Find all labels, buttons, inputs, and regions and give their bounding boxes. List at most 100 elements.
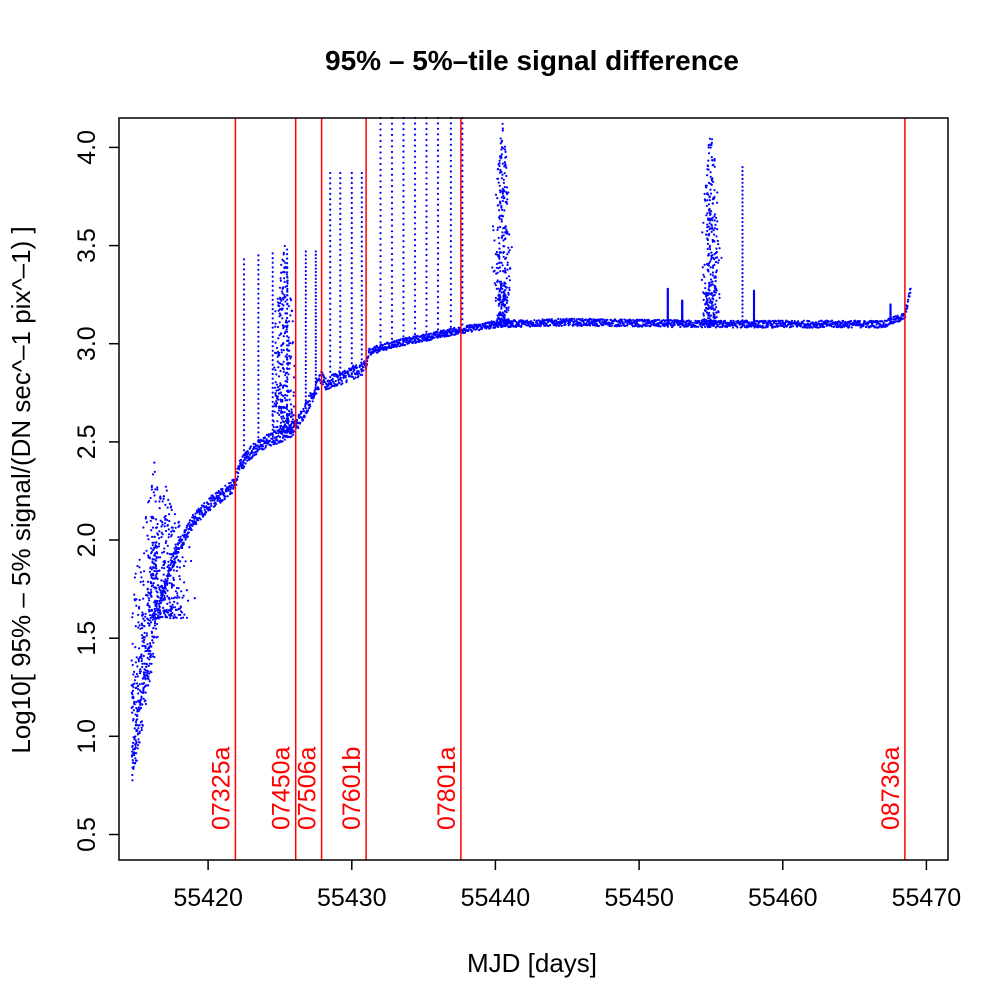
data-point (133, 701, 136, 704)
data-point (224, 484, 227, 487)
data-point (281, 317, 284, 320)
data-point (283, 411, 286, 414)
data-point (257, 436, 260, 439)
data-point (140, 653, 143, 656)
data-point (500, 146, 504, 149)
data-point (350, 236, 353, 240)
data-point (461, 291, 464, 294)
data-point (402, 184, 405, 187)
data-point (461, 238, 464, 241)
data-point (379, 145, 382, 148)
data-point (329, 360, 332, 363)
data-point (276, 411, 279, 415)
data-point (713, 219, 716, 222)
data-point (200, 506, 203, 510)
data-point (425, 160, 428, 163)
data-point (286, 289, 289, 292)
data-point (506, 263, 509, 267)
data-point (500, 218, 503, 221)
data-point (166, 524, 169, 527)
data-point (275, 400, 278, 403)
data-point (282, 415, 285, 418)
data-point (178, 541, 181, 545)
data-point (402, 133, 405, 136)
data-point (173, 613, 176, 617)
data-point (367, 355, 370, 358)
data-point (425, 330, 428, 333)
data-point (402, 296, 405, 299)
data-point (242, 378, 246, 381)
data-point (148, 599, 151, 602)
data-point (714, 287, 718, 290)
data-point (271, 354, 274, 357)
data-point (717, 310, 720, 313)
data-point (304, 297, 307, 300)
data-point (741, 236, 744, 239)
data-point (504, 295, 507, 298)
data-point (350, 186, 353, 190)
data-point (230, 486, 233, 489)
data-point (413, 166, 417, 169)
data-point (702, 273, 705, 276)
data-point (461, 180, 464, 183)
data-point (339, 376, 342, 379)
data-point (336, 383, 339, 386)
data-point (705, 291, 708, 295)
data-point (272, 425, 275, 429)
data-point (360, 269, 363, 273)
data-point (257, 330, 260, 334)
data-point (131, 759, 134, 762)
data-point (449, 213, 452, 216)
data-point (703, 275, 706, 278)
data-point (146, 534, 149, 537)
data-point (158, 537, 161, 540)
data-point (304, 395, 307, 398)
data-point (242, 398, 246, 402)
data-point (130, 659, 133, 662)
data-point (869, 325, 872, 328)
data-point (132, 719, 135, 722)
data-point (501, 231, 504, 234)
data-point (132, 765, 135, 769)
data-point (720, 256, 723, 259)
data-point (461, 244, 464, 247)
data-point (892, 315, 895, 319)
data-point (413, 321, 417, 325)
data-point (360, 370, 363, 373)
data-point (350, 226, 353, 230)
data-point (304, 383, 307, 386)
data-point (283, 271, 286, 274)
data-point (635, 324, 638, 327)
data-point (350, 171, 353, 175)
data-point (333, 374, 336, 377)
data-point (216, 491, 219, 495)
data-point (350, 221, 353, 225)
data-point (280, 290, 284, 293)
data-point (280, 351, 283, 354)
data-point (360, 196, 363, 199)
data-point (175, 586, 178, 590)
data-point (711, 227, 714, 230)
data-point (171, 529, 174, 532)
data-point (350, 282, 353, 285)
data-point (278, 334, 281, 337)
data-point (286, 412, 289, 415)
data-point (507, 293, 510, 296)
data-point (219, 501, 222, 504)
data-point (502, 291, 505, 294)
data-point (379, 232, 382, 235)
data-point (741, 291, 744, 294)
data-point (174, 550, 177, 553)
data-point (135, 604, 138, 607)
data-point (497, 236, 500, 239)
data-point (503, 172, 506, 175)
data-point (379, 312, 382, 315)
data-point (390, 184, 394, 188)
data-point (134, 661, 137, 664)
data-point (291, 342, 294, 345)
data-point (413, 277, 417, 280)
data-point (498, 302, 501, 305)
data-point (273, 410, 276, 413)
data-point (565, 317, 568, 320)
data-point (715, 311, 718, 314)
